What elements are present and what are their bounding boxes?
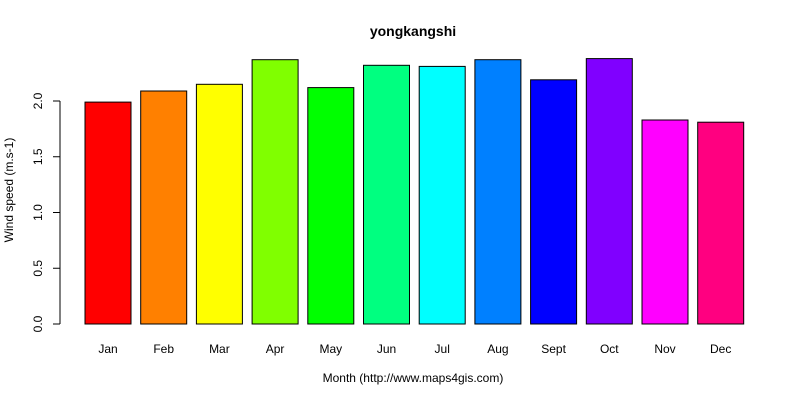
bar-oct bbox=[585, 58, 633, 325]
x-tick-label-jul: Jul bbox=[435, 342, 450, 356]
bar-mar bbox=[195, 83, 243, 325]
x-tick-label-oct: Oct bbox=[600, 342, 619, 356]
bar-dec bbox=[697, 121, 745, 325]
x-tick-label-mar: Mar bbox=[209, 342, 230, 356]
chart-title: yongkangshi bbox=[370, 23, 456, 39]
x-tick-label-sept: Sept bbox=[541, 342, 566, 356]
bar-nov bbox=[641, 119, 689, 325]
category-labels: Jan Feb Mar Apr May Jun Jul Aug Sept Oct Nov Dec bbox=[98, 342, 731, 356]
y-tick-label: 0.5 bbox=[31, 260, 45, 277]
bar-jan bbox=[84, 101, 132, 325]
bar-feb bbox=[140, 90, 188, 325]
x-axis-title: Month (http://www.maps4gis.com) bbox=[323, 371, 504, 385]
x-tick-label-jan: Jan bbox=[98, 342, 117, 356]
x-tick-label-feb: Feb bbox=[153, 342, 174, 356]
x-tick-label-jun: Jun bbox=[377, 342, 396, 356]
x-tick-label-nov: Nov bbox=[654, 342, 675, 356]
bars-group bbox=[84, 58, 745, 325]
x-tick-label-dec: Dec bbox=[710, 342, 731, 356]
x-tick-label-apr: Apr bbox=[266, 342, 285, 356]
x-tick-label-aug: Aug bbox=[487, 342, 508, 356]
y-axis-title: Wind speed (m.s-1) bbox=[2, 138, 16, 243]
bar-may bbox=[307, 87, 355, 325]
y-axis: 0.0 0.5 1.0 1.5 2.0 bbox=[31, 92, 61, 332]
y-tick-label: 1.5 bbox=[31, 148, 45, 165]
bar-jun bbox=[363, 64, 410, 325]
bar-aug bbox=[474, 59, 522, 325]
x-tick-label-may: May bbox=[319, 342, 342, 356]
y-tick-label: 2.0 bbox=[31, 92, 45, 109]
bar-sept bbox=[530, 79, 578, 325]
y-tick-label: 0.0 bbox=[31, 315, 45, 332]
bar-apr bbox=[251, 59, 299, 325]
bar-jul bbox=[418, 65, 466, 325]
y-tick-label: 1.0 bbox=[31, 204, 45, 221]
